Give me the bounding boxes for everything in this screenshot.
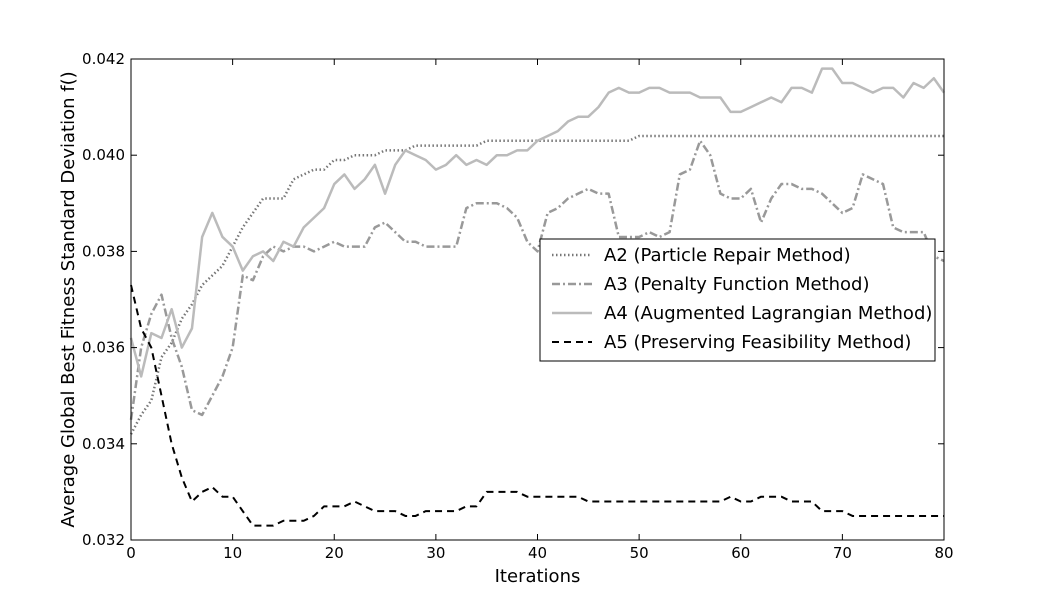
legend-label: A4 (Augmented Lagrangian Method)	[604, 303, 932, 324]
y-tick-label: 0.034	[82, 435, 125, 453]
legend-label: A3 (Penalty Function Method)	[604, 274, 869, 295]
x-tick-label: 50	[630, 544, 649, 562]
x-tick-label: 0	[126, 544, 136, 562]
legend-label: A2 (Particle Repair Method)	[604, 245, 851, 266]
x-axis-title: Iterations	[495, 566, 581, 587]
y-tick-label: 0.042	[82, 50, 125, 68]
y-tick-label: 0.036	[82, 339, 125, 357]
series-line-dashed	[130, 284, 944, 527]
legend: A2 (Particle Repair Method) A3 (Penalty F…	[539, 238, 936, 362]
legend-entries: A2 (Particle Repair Method) A3 (Penalty F…	[552, 245, 932, 353]
x-tick-label: 40	[528, 544, 547, 562]
tick-layer: 0 10 20 30 40 50 60 70 80 0.032 0.034 0.036 0.038 0.0…	[82, 50, 954, 562]
series-layer	[129, 67, 946, 527]
y-tick-label: 0.038	[82, 242, 125, 260]
series-line-dotted	[129, 134, 944, 435]
y-tick-label: 0.040	[82, 146, 125, 164]
x-tick-label: 10	[223, 544, 242, 562]
x-tick-label: 30	[426, 544, 445, 562]
y-tick-label: 0.032	[82, 531, 125, 549]
x-tick-label: 20	[325, 544, 344, 562]
x-tick-label: 70	[833, 544, 852, 562]
legend-label: A5 (Preserving Feasibility Method)	[604, 332, 911, 353]
series-line-solid	[129, 67, 946, 378]
x-tick-label: 80	[934, 544, 953, 562]
x-tick-label: 60	[731, 544, 750, 562]
y-axis-title: Average Global Best Fitness Standard Dev…	[58, 71, 79, 527]
legend-box	[539, 238, 936, 362]
